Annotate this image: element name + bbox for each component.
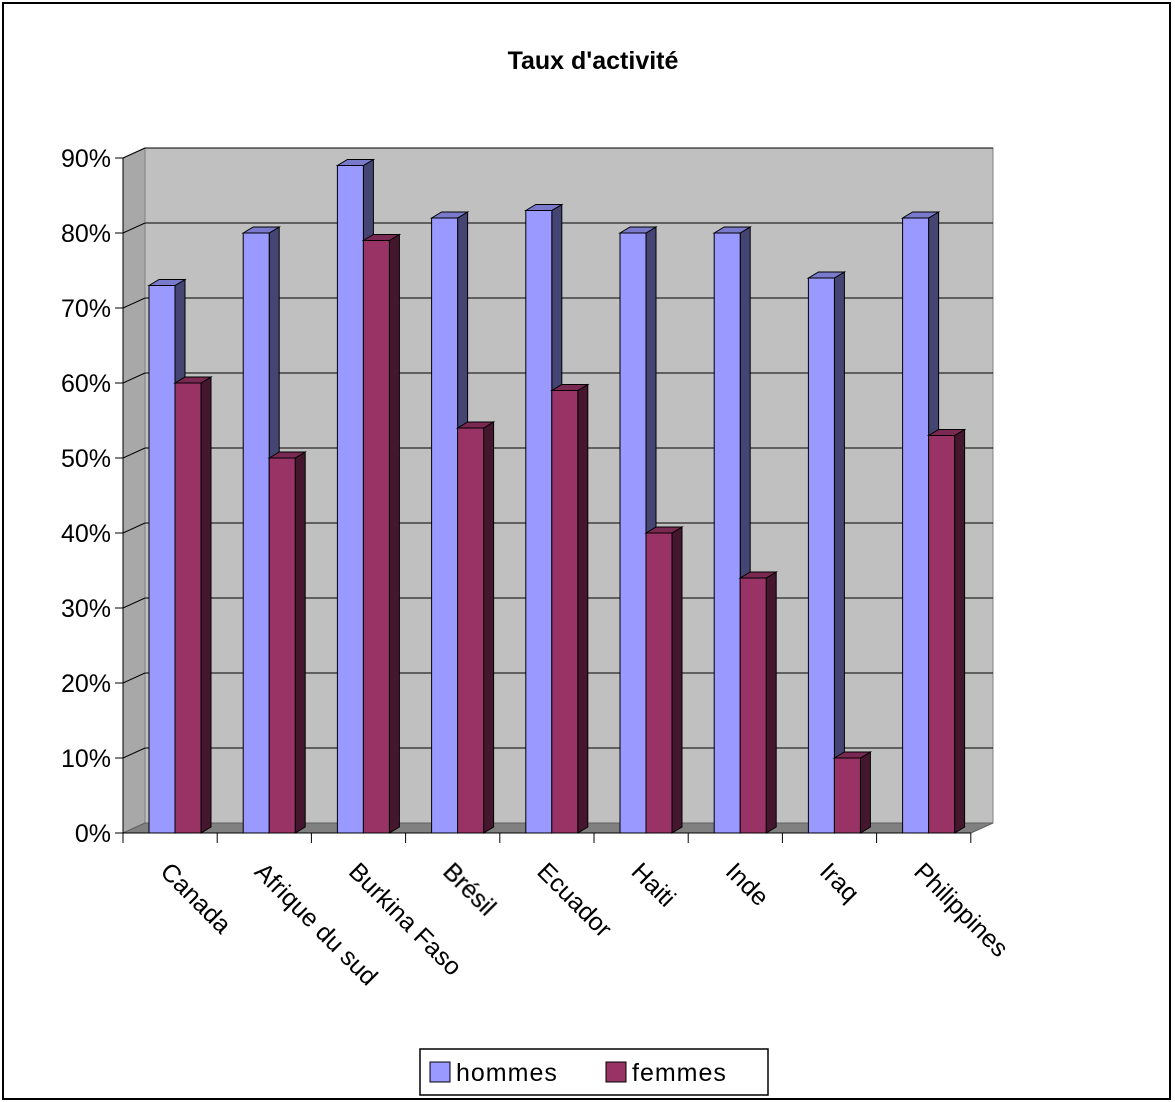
y-tick-label: 80% (61, 220, 111, 248)
bar-hommes-3 (431, 217, 459, 834)
y-tick-label: 90% (61, 145, 111, 173)
bar-side-hommes-7 (833, 271, 845, 834)
gridline-side (122, 297, 146, 309)
bar-femmes-2 (362, 240, 390, 834)
bar-femmes-7 (833, 757, 861, 834)
y-tick-label: 70% (61, 295, 111, 323)
gridline-side (122, 672, 146, 684)
y-tick-label: 40% (61, 520, 111, 548)
bar-femmes-3 (457, 427, 485, 834)
legend-swatch-femmes (605, 1061, 627, 1083)
x-tick-label: Philippines (908, 857, 1013, 962)
y-tick-label: 0% (75, 820, 111, 848)
legend-box (419, 1048, 769, 1096)
legend-label-hommes: hommes (456, 1059, 558, 1087)
bar-femmes-5 (645, 532, 673, 834)
x-tick-label: Ecuador (532, 857, 618, 943)
bar-side-femmes-6 (765, 571, 777, 834)
legend-label-femmes: femmes (632, 1059, 727, 1087)
bar-hommes-7 (807, 277, 835, 834)
x-tick-label: Haiti (626, 857, 681, 912)
legend-swatch-hommes (429, 1061, 451, 1083)
y-tick-label: 50% (61, 445, 111, 473)
bars (147, 158, 967, 834)
y-tick-label: 60% (61, 370, 111, 398)
bar-hommes-6 (713, 232, 741, 834)
bar-hommes-2 (336, 165, 364, 834)
bar-side-femmes-8 (954, 428, 966, 834)
bar-femmes-4 (551, 390, 579, 834)
gridline-side (122, 372, 146, 384)
y-tick-label: 30% (61, 595, 111, 623)
gridline-side (122, 522, 146, 534)
bar-hommes-8 (902, 217, 930, 834)
bar-side-femmes-2 (388, 233, 400, 834)
bar-femmes-6 (739, 577, 767, 834)
y-tick-label: 20% (61, 670, 111, 698)
gridline-side (122, 147, 146, 159)
bar-femmes-0 (174, 382, 202, 834)
gridline-side (122, 222, 146, 234)
x-tick-label: Iraq (814, 857, 864, 907)
x-tick-label: Canada (155, 857, 237, 939)
bar-side-femmes-4 (577, 383, 589, 834)
plot-side-wall (122, 147, 146, 834)
y-tick-label: 10% (61, 745, 111, 773)
bar-side-femmes-0 (200, 376, 212, 834)
bar-hommes-4 (525, 210, 553, 834)
gridline-side (122, 597, 146, 609)
bar-femmes-8 (928, 435, 956, 834)
bar-side-femmes-3 (483, 421, 495, 834)
bar-hommes-5 (619, 232, 647, 834)
x-tick-label: Brésil (437, 857, 501, 921)
bar-hommes-1 (242, 232, 270, 834)
gridline-side (122, 747, 146, 759)
bar-hommes-0 (148, 285, 176, 834)
bar-side-femmes-7 (859, 751, 871, 834)
legend: hommes femmes (419, 1048, 769, 1096)
bar-side-femmes-1 (294, 451, 306, 834)
bar-side-femmes-5 (671, 526, 683, 834)
gridline-side (122, 447, 146, 459)
chart-title: Taux d'activité (508, 47, 679, 75)
bar-femmes-1 (268, 457, 296, 834)
x-tick-label: Inde (720, 857, 774, 911)
